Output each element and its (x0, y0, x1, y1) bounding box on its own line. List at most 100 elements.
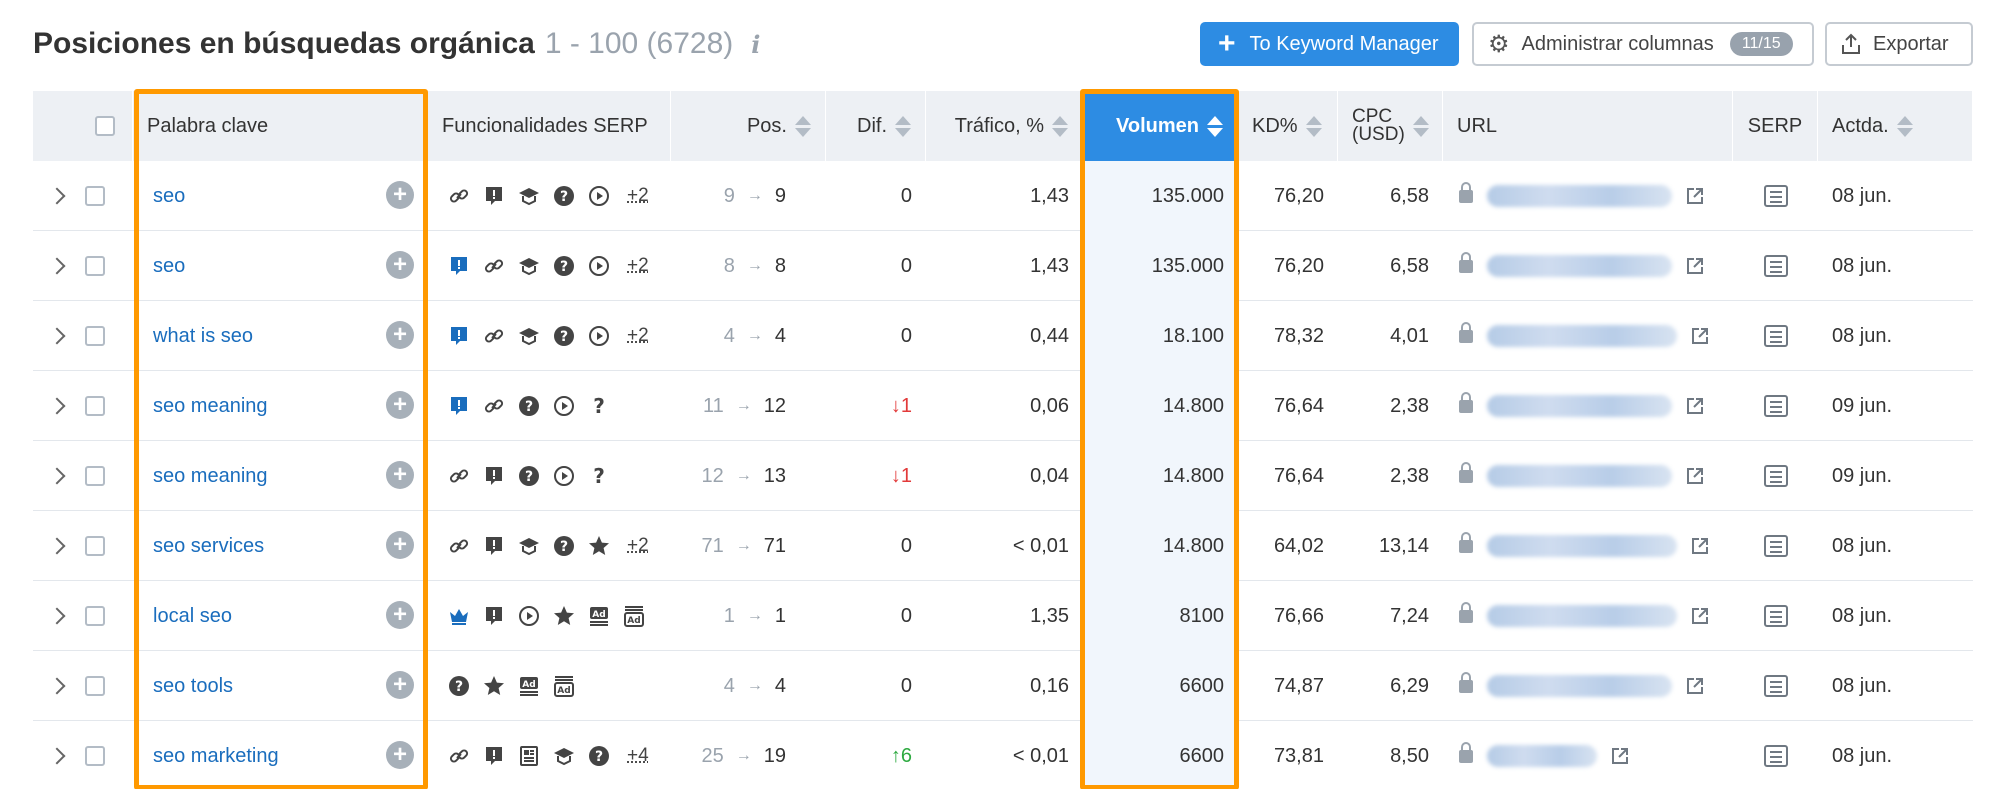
url-link[interactable] (1487, 605, 1677, 627)
review-icon[interactable] (448, 395, 470, 417)
graduation-cap-icon[interactable] (518, 185, 540, 207)
chevron-right-icon[interactable] (49, 678, 66, 695)
header-pos[interactable]: Pos. (671, 91, 826, 161)
video-icon[interactable] (588, 185, 610, 207)
keyword-link[interactable]: seo marketing (153, 745, 279, 768)
ad-top-icon[interactable]: Ad (588, 605, 610, 627)
faq-icon[interactable]: ? (588, 745, 610, 767)
external-link-icon[interactable] (1686, 677, 1704, 695)
video-icon[interactable] (588, 325, 610, 347)
faq-icon[interactable]: ? (518, 395, 540, 417)
row-checkbox[interactable] (85, 466, 105, 486)
link-icon[interactable] (448, 535, 470, 557)
url-link[interactable] (1487, 535, 1677, 557)
external-link-icon[interactable] (1691, 607, 1709, 625)
chevron-right-icon[interactable] (49, 188, 66, 205)
row-checkbox[interactable] (85, 256, 105, 276)
keyword-link[interactable]: seo meaning (153, 465, 268, 488)
add-circle-icon[interactable]: + (386, 531, 414, 559)
crown-icon[interactable] (448, 605, 470, 627)
graduation-cap-icon[interactable] (518, 255, 540, 277)
external-link-icon[interactable] (1686, 397, 1704, 415)
more-serp-features-link[interactable]: +2 (627, 255, 649, 277)
link-icon[interactable] (448, 465, 470, 487)
serp-snapshot-icon[interactable] (1764, 605, 1788, 627)
chevron-right-icon[interactable] (49, 258, 66, 275)
to-keyword-manager-button[interactable]: + To Keyword Manager (1200, 22, 1459, 66)
review-icon[interactable] (483, 605, 505, 627)
url-link[interactable] (1487, 745, 1597, 767)
add-circle-icon[interactable]: + (386, 181, 414, 209)
chevron-right-icon[interactable] (49, 538, 66, 555)
review-icon[interactable] (483, 465, 505, 487)
faq-icon[interactable]: ? (553, 535, 575, 557)
url-link[interactable] (1487, 395, 1672, 417)
video-icon[interactable] (553, 465, 575, 487)
row-checkbox[interactable] (85, 606, 105, 626)
add-circle-icon[interactable]: + (386, 461, 414, 489)
star-icon[interactable] (553, 605, 575, 627)
external-link-icon[interactable] (1691, 537, 1709, 555)
external-link-icon[interactable] (1686, 187, 1704, 205)
video-icon[interactable] (553, 395, 575, 417)
link-icon[interactable] (448, 745, 470, 767)
more-serp-features-link[interactable]: +2 (627, 185, 649, 207)
ad-bottom-icon[interactable]: Ad (553, 675, 575, 697)
review-icon[interactable] (448, 255, 470, 277)
chevron-right-icon[interactable] (49, 468, 66, 485)
export-button[interactable]: Exportar (1825, 22, 1973, 66)
graduation-cap-icon[interactable] (518, 535, 540, 557)
graduation-cap-icon[interactable] (518, 325, 540, 347)
header-keyword[interactable]: Palabra clave (133, 91, 428, 161)
serp-snapshot-icon[interactable] (1764, 745, 1788, 767)
manage-columns-button[interactable]: ⚙ Administrar columnas 11/15 (1472, 22, 1814, 66)
header-volume[interactable]: Volumen (1083, 91, 1238, 161)
header-dif[interactable]: Dif. (826, 91, 926, 161)
review-icon[interactable] (483, 745, 505, 767)
link-icon[interactable] (448, 185, 470, 207)
external-link-icon[interactable] (1611, 747, 1629, 765)
url-link[interactable] (1487, 255, 1672, 277)
external-link-icon[interactable] (1686, 467, 1704, 485)
faq-icon[interactable]: ? (448, 675, 470, 697)
serp-snapshot-icon[interactable] (1764, 325, 1788, 347)
row-checkbox[interactable] (85, 396, 105, 416)
row-checkbox[interactable] (85, 326, 105, 346)
news-icon[interactable] (518, 745, 540, 767)
url-link[interactable] (1487, 465, 1672, 487)
keyword-link[interactable]: seo (153, 185, 185, 208)
faq-icon[interactable]: ? (553, 255, 575, 277)
star-icon[interactable] (588, 535, 610, 557)
chevron-right-icon[interactable] (49, 398, 66, 415)
header-cpc[interactable]: CPC (USD) (1338, 91, 1443, 161)
serp-snapshot-icon[interactable] (1764, 535, 1788, 557)
more-serp-features-link[interactable]: +4 (627, 745, 649, 767)
faq-icon[interactable]: ? (518, 465, 540, 487)
serp-snapshot-icon[interactable] (1764, 675, 1788, 697)
add-circle-icon[interactable]: + (386, 251, 414, 279)
select-all-checkbox[interactable] (95, 116, 115, 136)
external-link-icon[interactable] (1691, 327, 1709, 345)
url-link[interactable] (1487, 185, 1672, 207)
header-updated[interactable]: Actda. (1818, 91, 1973, 161)
question-icon[interactable]: ? (588, 465, 610, 487)
add-circle-icon[interactable]: + (386, 741, 414, 769)
link-icon[interactable] (483, 395, 505, 417)
keyword-link[interactable]: seo tools (153, 675, 233, 698)
row-checkbox[interactable] (85, 676, 105, 696)
question-icon[interactable]: ? (588, 395, 610, 417)
header-traffic[interactable]: Tráfico, % (926, 91, 1083, 161)
add-circle-icon[interactable]: + (386, 671, 414, 699)
faq-icon[interactable]: ? (553, 325, 575, 347)
review-icon[interactable] (448, 325, 470, 347)
star-icon[interactable] (483, 675, 505, 697)
ad-bottom-icon[interactable]: Ad (623, 605, 645, 627)
link-icon[interactable] (483, 255, 505, 277)
header-kd[interactable]: KD% (1238, 91, 1338, 161)
video-icon[interactable] (588, 255, 610, 277)
chevron-right-icon[interactable] (49, 608, 66, 625)
chevron-right-icon[interactable] (49, 328, 66, 345)
more-serp-features-link[interactable]: +2 (627, 325, 649, 347)
keyword-link[interactable]: seo (153, 255, 185, 278)
chevron-right-icon[interactable] (49, 748, 66, 765)
